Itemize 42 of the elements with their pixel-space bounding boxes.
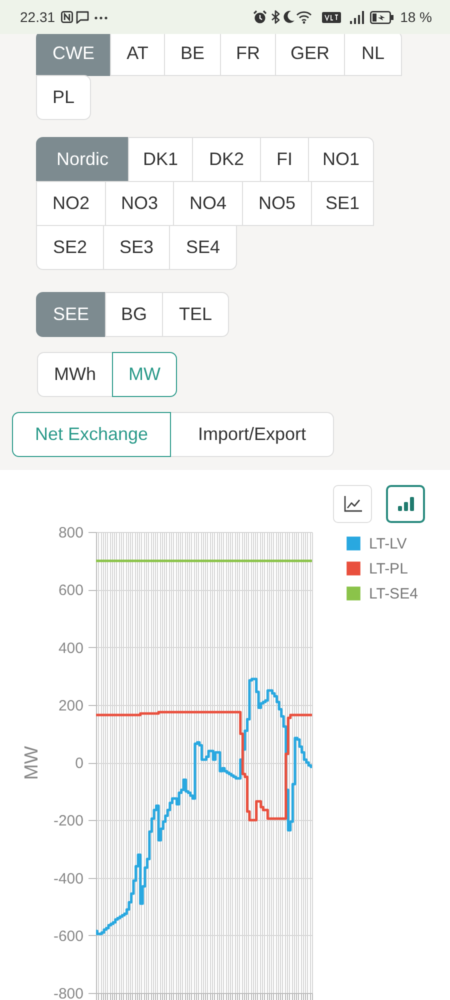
text: NO3 [105,181,174,226]
y-tick-label: 400 [58,640,84,657]
text: FR [220,31,276,76]
text: BG [105,292,163,337]
y-axis-title: MW [21,746,42,780]
y-tick-label: -800 [53,986,84,1000]
text: GER [275,31,345,76]
text: DK1 [128,137,193,182]
text: MW [112,352,177,397]
y-tick-label: -600 [53,928,84,945]
text: SE4 [169,225,237,270]
text: PL [36,75,91,120]
text: SEE [36,292,106,337]
text: DK2 [192,137,261,182]
y-tick-label: 600 [58,582,84,600]
text: MWh [37,352,113,397]
text: NO2 [36,181,106,226]
text: SE3 [103,225,170,270]
y-tick-label: 800 [58,524,84,542]
text: NO4 [173,181,243,226]
text: Nordic [36,137,129,182]
text: BE [164,31,221,76]
text: Import/Export [170,412,334,457]
text: CWE [36,31,111,76]
text: 18 % [400,9,432,25]
text: Net Exchange [12,412,171,457]
text: NO1 [308,137,374,182]
y-tick-label: -400 [53,870,84,888]
text: AT [110,31,165,76]
text: TEL [162,292,229,337]
y-tick-label: -200 [53,812,84,830]
text: FI [260,137,309,182]
text: NO5 [242,181,312,226]
legend-label: LT-PL [369,560,408,578]
legend-label: LT-SE4 [369,586,418,602]
text: NL [344,31,402,76]
text: SE1 [311,181,374,226]
text: SE2 [36,225,104,270]
y-tick-label: 200 [58,697,84,714]
legend-label: LT-LV [369,536,407,552]
y-tick-label: 0 [75,755,84,772]
text: 22.31 [20,9,56,25]
